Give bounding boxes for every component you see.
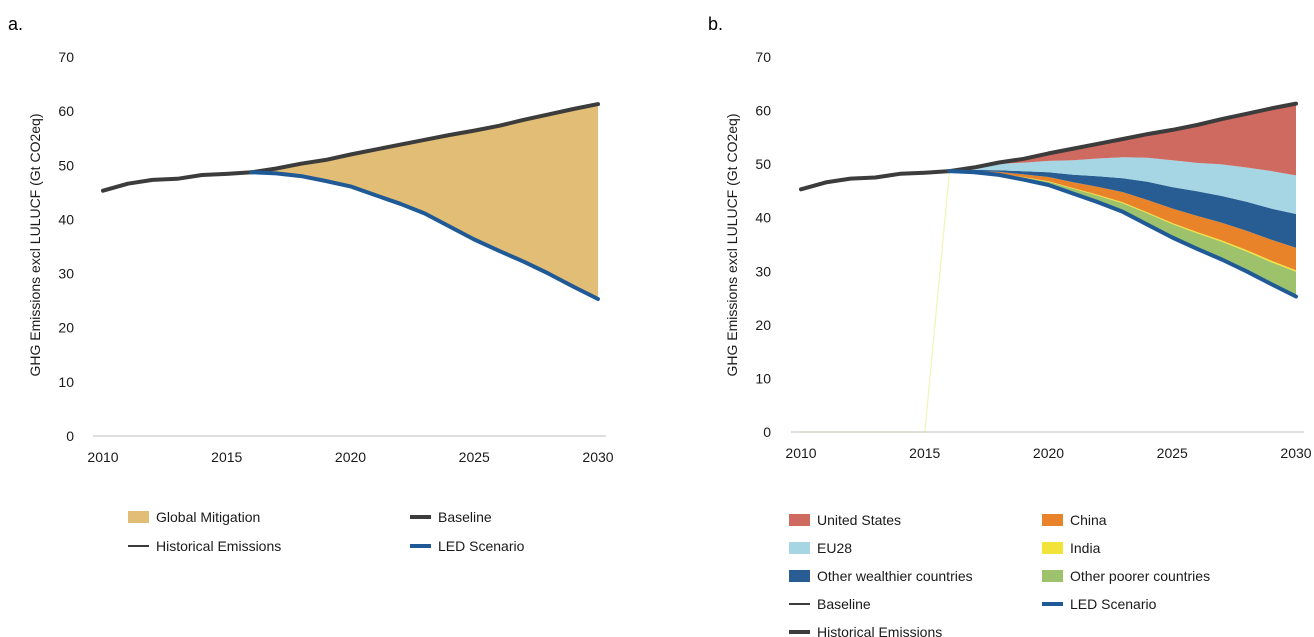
x-tick-label: 2015	[211, 449, 242, 465]
x-tick-label: 2020	[1033, 445, 1064, 461]
panel-a-y-axis-title: GHG Emissions excl LULUCF (Gt CO2eq)	[27, 114, 43, 377]
legend-swatch	[1042, 514, 1063, 526]
area-global-mitigation	[251, 104, 598, 299]
legend-label: India	[1070, 540, 1101, 556]
legend-label: Other poorer countries	[1070, 568, 1210, 584]
legend-label: Historical Emissions	[156, 538, 281, 554]
legend-label: United States	[817, 512, 901, 528]
legend-label: LED Scenario	[1070, 596, 1157, 612]
panel-a-legend: Global Mitigation Baseline Historical Emis…	[128, 509, 525, 554]
x-tick-label: 2030	[1280, 445, 1311, 461]
x-tick-label: 2010	[785, 445, 816, 461]
panel-b-legend: United States China EU28 India Other wealthi…	[789, 512, 1210, 637]
line-led-scenario	[249, 170, 600, 301]
india-trace-line	[801, 171, 951, 433]
panel-a-marks	[101, 102, 600, 301]
line-historical-emissions	[101, 170, 254, 193]
legend-label: Other wealthier countries	[817, 568, 973, 584]
legend-item-historical-emissions: Historical Emissions	[128, 538, 281, 554]
legend-label: EU28	[817, 540, 852, 556]
y-tick-label: 30	[755, 263, 771, 279]
legend-item-led-scenario: LED Scenario	[410, 538, 525, 554]
legend-label: Baseline	[817, 596, 871, 612]
x-tick-label: 2025	[459, 449, 490, 465]
legend-swatch	[1042, 570, 1063, 582]
x-tick-label: 2010	[87, 449, 118, 465]
legend-item-eu28: EU28	[789, 540, 852, 556]
line-historical-emissions	[799, 169, 952, 192]
legend-item-united-states: United States	[789, 512, 901, 528]
legend-label: LED Scenario	[438, 538, 525, 554]
panel-a: a. GHG Emissions excl LULUCF (Gt CO2eq) …	[8, 14, 614, 554]
legend-item-led-scenario: LED Scenario	[1042, 596, 1157, 612]
legend-label: Historical Emissions	[817, 624, 942, 637]
y-tick-label: 20	[58, 320, 74, 336]
panel-b-label: b.	[708, 14, 723, 34]
area-other-wealthier-countries	[949, 169, 1296, 248]
y-tick-label: 30	[58, 266, 74, 282]
y-tick-label: 40	[58, 211, 74, 227]
legend-item-global-mitigation: Global Mitigation	[128, 509, 260, 525]
x-tick-label: 2015	[909, 445, 940, 461]
y-tick-label: 0	[66, 428, 74, 444]
legend-label: China	[1070, 512, 1107, 528]
legend-item-baseline: Baseline	[789, 596, 871, 612]
legend-swatch	[1042, 542, 1063, 554]
legend-item-china: China	[1042, 512, 1107, 528]
y-tick-label: 70	[755, 49, 771, 65]
panel-b-y-axis-title: GHG Emissions excl LULUCF (Gt CO2eq)	[724, 114, 740, 377]
legend-item-baseline: Baseline	[410, 509, 492, 525]
legend-swatch	[128, 511, 149, 523]
y-tick-label: 0	[763, 424, 771, 440]
y-tick-label: 40	[755, 210, 771, 226]
legend-item-historical-emissions: Historical Emissions	[789, 624, 942, 637]
y-tick-label: 10	[58, 374, 74, 390]
area-eu28	[949, 157, 1296, 214]
y-tick-label: 70	[58, 49, 74, 65]
x-tick-label: 2030	[582, 449, 613, 465]
legend-swatch	[789, 570, 810, 582]
panel-b: b. GHG Emissions excl LULUCF (Gt CO2eq) …	[708, 14, 1312, 637]
legend-swatch	[789, 542, 810, 554]
y-tick-label: 10	[755, 370, 771, 386]
x-tick-label: 2020	[335, 449, 366, 465]
legend-swatch	[789, 514, 810, 526]
y-tick-label: 20	[755, 317, 771, 333]
line-led-scenario	[947, 169, 1298, 299]
y-tick-label: 60	[58, 103, 74, 119]
legend-item-india: India	[1042, 540, 1101, 556]
legend-item-other-poorer-countries: Other poorer countries	[1042, 568, 1210, 584]
legend-label: Global Mitigation	[156, 509, 260, 525]
x-tick-label: 2025	[1157, 445, 1188, 461]
y-tick-label: 50	[58, 157, 74, 173]
panel-b-marks	[799, 101, 1298, 433]
legend-item-other-wealthier-countries: Other wealthier countries	[789, 568, 973, 584]
line-baseline	[947, 101, 1298, 174]
y-tick-label: 50	[755, 156, 771, 172]
panel-a-label: a.	[8, 14, 23, 34]
legend-label: Baseline	[438, 509, 492, 525]
y-tick-label: 60	[755, 103, 771, 119]
line-baseline	[249, 102, 600, 175]
